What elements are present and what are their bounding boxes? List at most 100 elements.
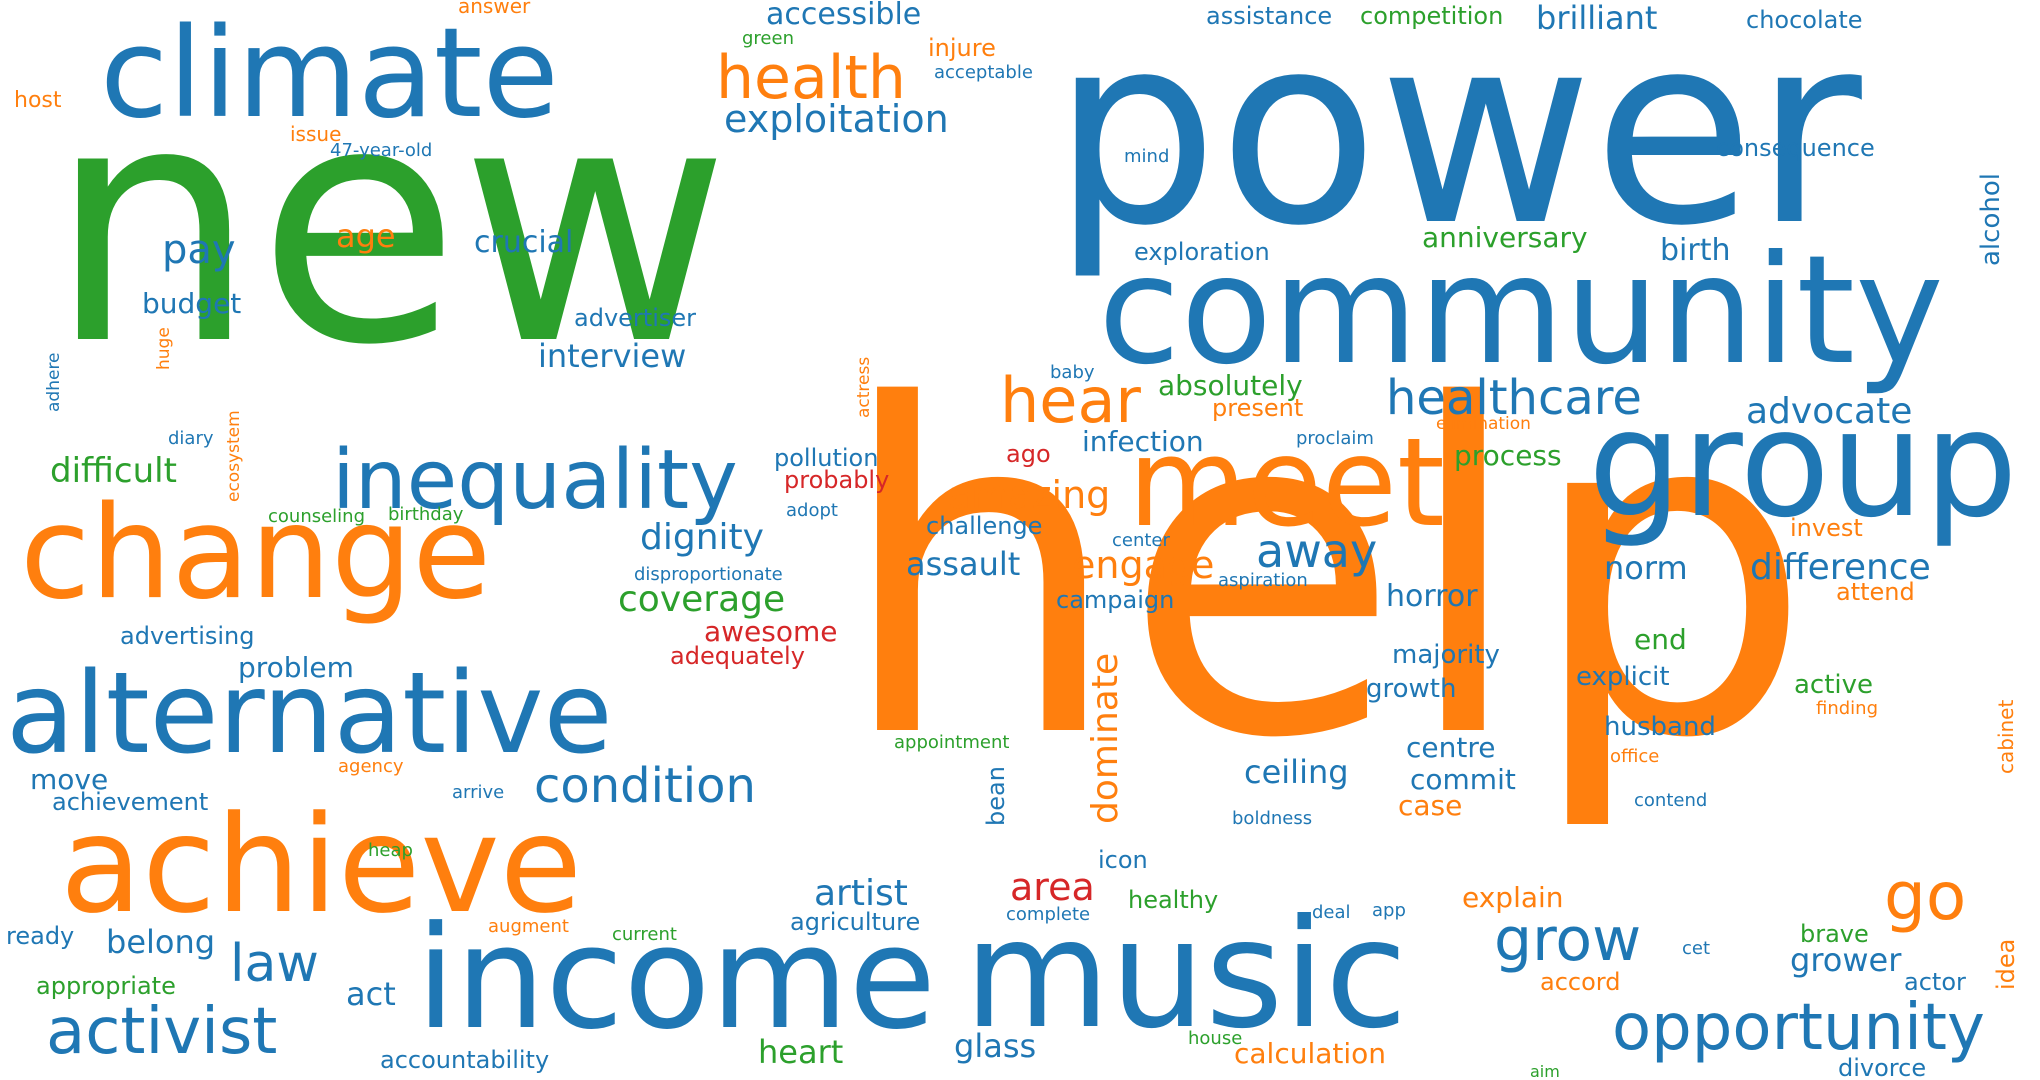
word-ago: ago xyxy=(1006,440,1051,468)
word-icon: icon xyxy=(1098,846,1148,874)
word-music: music xyxy=(964,888,1408,1062)
word-away: away xyxy=(1256,524,1378,578)
word-agriculture: agriculture xyxy=(790,908,921,936)
word-norm: norm xyxy=(1604,549,1688,587)
word-arrive: arrive xyxy=(452,782,505,803)
word-campaign: campaign xyxy=(1056,586,1175,614)
word-power: power xyxy=(1052,0,1862,283)
word-horror: horror xyxy=(1386,579,1478,614)
word-infection: infection xyxy=(1082,425,1204,458)
word-alternative: alternative xyxy=(6,649,613,779)
word-hear: hear xyxy=(1000,364,1141,437)
word-growth: growth xyxy=(1366,674,1457,704)
word-divorce: divorce xyxy=(1838,1054,1927,1080)
word-assistance: assistance xyxy=(1206,2,1333,30)
word-agency: agency xyxy=(338,756,404,777)
word-pollution: pollution xyxy=(774,444,879,472)
word-boldness: boldness xyxy=(1232,808,1313,829)
word-actor: actor xyxy=(1904,968,1966,996)
word-opportunity: opportunity xyxy=(1612,991,1985,1065)
word-difficult: difficult xyxy=(50,451,177,491)
word-group: group xyxy=(1588,378,2018,550)
word-appointment: appointment xyxy=(894,732,1010,753)
word-budget: budget xyxy=(142,287,242,320)
word-contend: contend xyxy=(1634,790,1708,811)
word-elimination: elimination xyxy=(1436,414,1531,434)
word-healthcare: healthcare xyxy=(1386,370,1642,426)
word-problem: problem xyxy=(238,651,354,684)
word-glass: glass xyxy=(954,1027,1037,1065)
word-probably: probably xyxy=(784,466,890,494)
word-idea: idea xyxy=(1992,938,2020,990)
word-ecosystem: ecosystem xyxy=(224,410,244,502)
word-case: case xyxy=(1398,789,1463,822)
word-healthy: healthy xyxy=(1128,886,1219,914)
word-change: change xyxy=(20,479,492,628)
word-climate: climate xyxy=(100,2,559,146)
word-explicit: explicit xyxy=(1576,662,1670,692)
word-majority: majority xyxy=(1392,640,1500,670)
word-bean: bean xyxy=(982,766,1010,826)
word-accountability: accountability xyxy=(380,1046,550,1074)
word-meet: meet xyxy=(1128,412,1445,554)
word-house: house xyxy=(1188,1028,1243,1049)
word-ceiling: ceiling xyxy=(1244,753,1349,791)
word-augment: augment xyxy=(488,916,569,937)
word-birthday: birthday xyxy=(388,504,464,525)
word-adhere: adhere xyxy=(44,352,64,412)
word-act: act xyxy=(346,975,396,1013)
word-baby: baby xyxy=(1050,362,1095,383)
word-office: office xyxy=(1610,746,1660,767)
word-adequately: adequately xyxy=(670,642,805,670)
word-brilliant: brilliant xyxy=(1536,0,1658,37)
word-interview: interview xyxy=(538,337,687,375)
word-ready: ready xyxy=(6,922,75,950)
word-move: move xyxy=(30,763,109,796)
word-heart: heart xyxy=(758,1033,844,1071)
word-complete: complete xyxy=(1006,904,1091,925)
word-anniversary: anniversary xyxy=(1422,221,1588,254)
word-achieve: achieve xyxy=(60,787,583,943)
word-area: area xyxy=(1010,865,1095,909)
word-birth: birth xyxy=(1660,233,1731,268)
word-activist: activist xyxy=(46,995,278,1069)
word-grower: grower xyxy=(1790,941,1902,979)
word-coverage: coverage xyxy=(618,579,786,620)
word-amazing: amazing xyxy=(948,473,1111,517)
word-husband: husband xyxy=(1604,712,1716,742)
word-advocate: advocate xyxy=(1746,391,1913,432)
word-income: income xyxy=(416,896,937,1061)
word-huge: huge xyxy=(154,327,174,370)
word-47-year-old: 47-year-old xyxy=(330,140,433,161)
word-challenge: challenge xyxy=(926,512,1043,540)
word-chocolate: chocolate xyxy=(1746,6,1863,34)
word-green: green xyxy=(742,28,794,49)
word-aim: aim xyxy=(1530,1062,1560,1080)
word-grow: grow xyxy=(1494,905,1642,975)
word-issue: issue xyxy=(290,122,342,146)
word-app: app xyxy=(1372,900,1406,921)
word-acceptable: acceptable xyxy=(934,62,1033,83)
word-accord: accord xyxy=(1540,968,1621,996)
word-alcohol: alcohol xyxy=(1976,173,2006,266)
word-proclaim: proclaim xyxy=(1296,428,1374,449)
word-age: age xyxy=(336,217,396,255)
word-adopt: adopt xyxy=(786,500,838,521)
word-advertiser: advertiser xyxy=(574,304,696,332)
word-advertising: advertising xyxy=(120,622,255,650)
word-actress: actress xyxy=(854,356,874,418)
word-difference: difference xyxy=(1750,547,1931,588)
word-inequality: inequality xyxy=(332,433,738,528)
word-consequence: consequence xyxy=(1716,134,1875,162)
word-deal: deal xyxy=(1312,902,1351,923)
word-competition: competition xyxy=(1360,2,1504,30)
word-active: active xyxy=(1794,670,1874,700)
word-present: present xyxy=(1212,394,1304,422)
word-accessible: accessible xyxy=(766,0,922,32)
word-diary: diary xyxy=(168,428,214,449)
word-go: go xyxy=(1884,858,1967,935)
word-current: current xyxy=(612,924,677,945)
word-answer: answer xyxy=(458,0,531,18)
word-dignity: dignity xyxy=(640,517,764,558)
